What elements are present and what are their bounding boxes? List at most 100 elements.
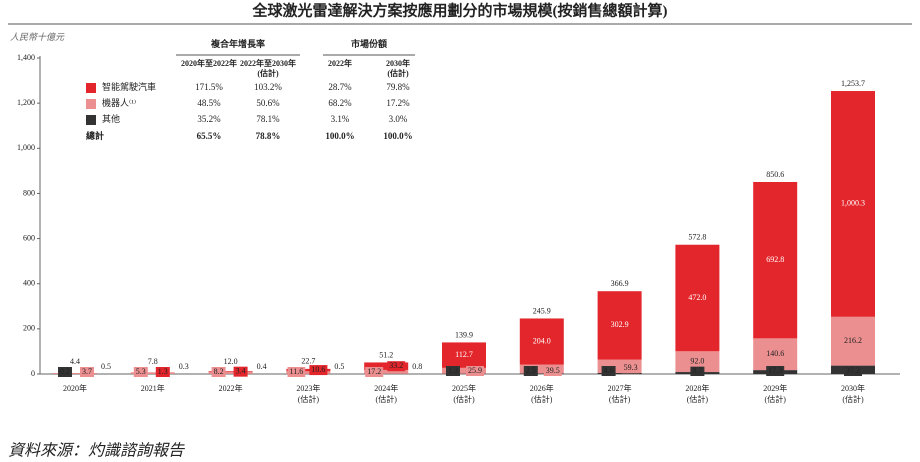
total-label: 572.8 [688, 233, 706, 242]
value-label-box [621, 363, 640, 374]
x-tick-note: (估計) [376, 394, 398, 404]
value-label: 8.7 [692, 366, 702, 375]
table-cell: 78.1% [256, 114, 280, 124]
value-label: 92.0 [690, 356, 704, 365]
value-label: 17.2 [367, 367, 381, 376]
x-tick-note: (估計) [453, 394, 475, 404]
value-label-box [690, 366, 705, 376]
bar-segment [597, 291, 642, 360]
table-group-header: 複合年增長率 [210, 38, 265, 49]
y-tick-label: 600 [23, 233, 35, 242]
x-tick-label: 2028年 [685, 383, 709, 393]
total-label: 366.9 [611, 279, 629, 288]
x-tick-label: 2027年 [608, 383, 632, 393]
value-label: 692.8 [766, 255, 784, 264]
x-tick-label: 2030年 [841, 383, 865, 393]
value-label: 216.2 [844, 336, 862, 345]
y-tick-label: 1,000 [17, 143, 35, 152]
value-label: 0.4 [257, 362, 267, 371]
value-label: 0.5 [101, 362, 111, 371]
value-label: 1.3 [448, 366, 458, 375]
y-tick-label: 400 [23, 279, 35, 288]
table-cell: 68.2% [328, 98, 352, 108]
value-label: 302.9 [611, 320, 629, 329]
table-column-header: 2020年至2022年 [181, 58, 237, 68]
value-label: 8.2 [214, 367, 224, 376]
y-axis-label: 人民幣十億元 [10, 32, 65, 42]
bar-segment [442, 367, 486, 374]
bar-segment [208, 371, 253, 373]
value-label-box [387, 361, 406, 372]
value-label: 59.3 [624, 363, 638, 372]
legend-label: 機器人⁽¹⁾ [102, 97, 136, 108]
bar-segment [675, 244, 720, 352]
table-total-label: 總計 [86, 130, 104, 141]
value-label: 1.3 [158, 367, 168, 376]
value-label: 39.5 [546, 366, 560, 375]
total-label: 245.9 [533, 306, 551, 315]
total-label: 850.6 [766, 170, 784, 179]
x-tick-label: 2023年 [296, 383, 320, 393]
bar-segment [597, 372, 642, 374]
value-label-box [523, 366, 538, 376]
value-label: 5.3 [136, 367, 146, 376]
bar-segment [442, 342, 486, 368]
x-tick-note: (估計) [531, 394, 553, 404]
table-cell: 3.1% [331, 114, 350, 124]
y-tick-label: 0 [31, 369, 35, 378]
table-cell: 35.2% [197, 114, 221, 124]
bar-segment [364, 362, 409, 370]
value-label-box [844, 366, 862, 376]
value-label-box [766, 366, 785, 376]
x-tick-note: (估計) [765, 394, 787, 404]
y-tick-label: 200 [23, 324, 35, 333]
value-label-box [211, 367, 226, 377]
table-column-header: (估計) [387, 68, 409, 78]
value-label-box [309, 365, 328, 376]
x-tick-label: 2025年 [452, 383, 476, 393]
bar-segment [208, 372, 253, 374]
legend-swatch [86, 83, 96, 93]
y-tick-label: 1,400 [17, 53, 35, 62]
total-label: 1,253.7 [841, 79, 865, 88]
y-tick-label: 1,200 [17, 98, 35, 107]
bar-segment [519, 318, 564, 365]
table-cell: 79.8% [386, 82, 410, 92]
bar-segment [286, 368, 331, 372]
x-tick-note: (估計) [842, 394, 864, 404]
table-cell: 171.5% [195, 82, 223, 92]
value-label: 0.3 [179, 362, 189, 371]
table-cell: 48.5% [197, 98, 221, 108]
x-tick-note: (估計) [298, 394, 320, 404]
legend-swatch [86, 99, 96, 109]
value-label: 472.0 [688, 293, 706, 302]
bar-segment [519, 373, 564, 374]
value-label-box [80, 367, 94, 377]
value-label-box [365, 367, 384, 377]
value-label: 0.2 [60, 367, 70, 376]
source-note: 資料來源：灼識諮詢報告 [8, 442, 185, 460]
table-total-cell: 78.8% [256, 131, 281, 141]
x-tick-label: 2022年 [219, 383, 243, 393]
legend-label: 其他 [102, 113, 120, 124]
legend-swatch [86, 115, 96, 125]
x-tick-note: (估計) [687, 394, 709, 404]
value-label-box [233, 366, 248, 377]
value-label: 25.9 [468, 366, 482, 375]
y-tick-label: 800 [23, 188, 35, 197]
table-column-header: (估計) [257, 68, 279, 78]
value-label: 0.8 [412, 362, 422, 371]
value-label-box [842, 336, 864, 347]
table-column-header: 2030年 [386, 58, 410, 68]
table-cell: 103.2% [254, 82, 282, 92]
value-label: 1,000.3 [841, 199, 865, 208]
table-column-header: 2022年 [328, 58, 352, 68]
value-label-box [287, 367, 306, 377]
value-label: 37.2 [846, 366, 860, 375]
table-cell: 50.6% [256, 98, 280, 108]
value-label: 17.3 [768, 366, 782, 375]
total-label: 7.8 [148, 357, 158, 366]
value-label: 0.5 [334, 362, 344, 371]
value-label: 112.7 [455, 350, 473, 359]
table-total-cell: 100.0% [383, 131, 412, 141]
